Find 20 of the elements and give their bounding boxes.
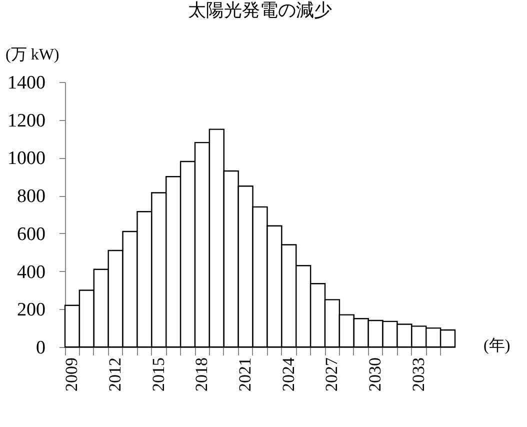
- y-tick-label: 600: [17, 224, 46, 245]
- y-tick-label: 1200: [8, 110, 46, 132]
- x-tick-label: 2018: [192, 358, 212, 392]
- y-tick-label: 0: [36, 338, 46, 358]
- x-tick-label: 2009: [62, 358, 82, 392]
- x-tick-label: 2012: [106, 358, 125, 392]
- y-tick-label: 1400: [8, 72, 46, 94]
- x-tick-label: 2015: [148, 358, 168, 392]
- y-axis-title: (万 kW): [6, 46, 60, 64]
- x-axis-title: (年): [484, 338, 510, 354]
- x-tick-label: 2033: [408, 358, 428, 392]
- y-tick-label: 1000: [8, 148, 46, 170]
- y-tick-label: 800: [17, 186, 46, 208]
- x-tick-label: 2027: [322, 357, 342, 392]
- x-tick-label: 2024: [278, 357, 298, 392]
- chart-title: 太陽光発電の減少: [188, 0, 332, 20]
- y-tick-label: 200: [17, 300, 46, 321]
- y-tick-label: 400: [17, 262, 46, 283]
- x-tick-label: 2030: [366, 358, 385, 392]
- x-tick-label: 2021: [236, 358, 255, 392]
